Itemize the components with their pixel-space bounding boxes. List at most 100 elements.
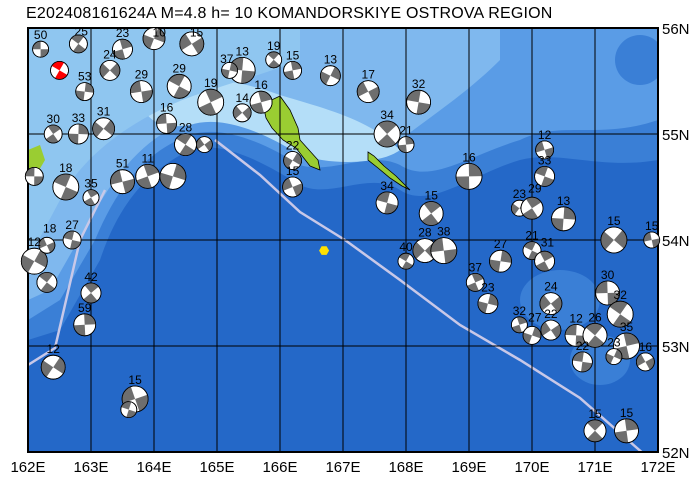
depth-label: 24 (103, 47, 117, 61)
focal-mechanism-beachball (197, 88, 225, 116)
focal-mechanism-beachball (73, 313, 97, 337)
lat-tick-label: 54N (662, 233, 690, 250)
focal-mechanism-beachball (511, 316, 528, 334)
focal-mechanism-beachball (80, 282, 102, 304)
focal-mechanism-beachball (92, 117, 115, 141)
depth-label: 22 (576, 339, 590, 353)
focal-mechanism-beachball (112, 38, 133, 60)
depth-label: 50 (34, 28, 48, 42)
focal-mechanism-beachball (522, 325, 542, 345)
focal-mechanism-beachball (551, 206, 576, 232)
depth-label: 15 (620, 406, 634, 420)
focal-mechanism-beachball (68, 123, 89, 145)
focal-mechanism-beachball (249, 90, 273, 114)
focal-mechanism-beachball (82, 189, 100, 207)
depth-label: 18 (43, 221, 57, 235)
depth-label: 33 (538, 153, 552, 167)
focal-mechanism-beachball (195, 136, 213, 154)
lon-tick-label: 171E (577, 459, 612, 476)
depth-label: 16 (160, 100, 174, 114)
depth-label: 51 (116, 157, 130, 171)
focal-mechanism-beachball (174, 133, 197, 157)
depth-label: 23 (513, 187, 527, 201)
depth-label: 12 (569, 311, 583, 325)
depth-label: 12 (47, 342, 61, 356)
depth-label: 34 (380, 179, 394, 193)
depth-label: 32 (614, 288, 628, 302)
depth-label: 30 (47, 112, 61, 126)
depth-label: 42 (84, 270, 98, 284)
focal-mechanism-beachball (600, 226, 628, 254)
depth-label: 15 (286, 48, 300, 62)
depth-label: 29 (173, 61, 187, 75)
depth-label: 59 (78, 301, 92, 315)
depth-label: 35 (620, 320, 634, 334)
focal-mechanism-beachball (430, 237, 458, 265)
depth-label: 22 (544, 307, 558, 321)
depth-label: 23 (607, 336, 621, 350)
focal-mechanism-beachball (120, 401, 138, 419)
lon-tick-label: 169E (451, 459, 486, 476)
depth-label: 28 (179, 121, 193, 135)
focal-mechanism-beachball (20, 247, 48, 275)
focal-mechanism-beachball (397, 252, 415, 270)
focal-mechanism-beachball (455, 162, 483, 190)
depth-label: 32 (412, 77, 426, 91)
focal-mechanism-beachball (156, 113, 178, 134)
focal-mechanism-beachball (166, 73, 192, 99)
focal-mechanism-beachball (110, 169, 135, 195)
focal-mechanism-beachball (606, 300, 634, 328)
depth-label: 35 (84, 177, 98, 191)
focal-mechanism-beachball (99, 60, 121, 81)
focal-mechanism-beachball (32, 40, 49, 58)
lon-tick-label: 165E (199, 459, 234, 476)
depth-label: 13 (324, 53, 338, 67)
depth-label: 40 (399, 240, 413, 254)
focal-mechanism-beachball (614, 418, 639, 444)
focal-mechanism-beachball (283, 61, 303, 80)
depth-label: 19 (267, 39, 281, 53)
highlighted-mechanism (50, 61, 69, 80)
depth-label: 15 (425, 189, 439, 203)
depth-label: 34 (380, 108, 394, 122)
focal-mechanism-beachball (643, 231, 661, 249)
lon-tick-label: 164E (136, 459, 171, 476)
focal-mechanism-beachball (221, 62, 239, 79)
trench-line-east (214, 139, 644, 452)
focal-mechanism-beachball (24, 166, 44, 186)
depth-label: 27 (528, 311, 542, 325)
lat-tick-label: 56N (662, 21, 690, 38)
lon-tick-label: 162E (10, 459, 45, 476)
depth-label: 37 (469, 260, 483, 274)
focal-mechanism-beachball (356, 80, 380, 103)
focal-mechanism-beachball (595, 280, 620, 306)
depth-label: 15 (607, 214, 621, 228)
depth-label: 31 (541, 235, 555, 249)
focal-mechanism-beachball (539, 292, 563, 316)
focal-mechanism-beachball (605, 348, 623, 366)
depth-label: 18 (59, 161, 73, 175)
axis-labels: 162E 163E 164E 165E 166E 167E 168E 169E 170E 171E… (10, 21, 689, 476)
focal-mechanism-beachball (373, 120, 401, 148)
focal-mechanism-beachball (534, 165, 555, 187)
depth-label: 27 (494, 237, 508, 251)
medny-island (367, 151, 411, 191)
focal-mechanism-beachball (636, 352, 655, 372)
depth-label: 14 (236, 91, 250, 105)
depth-label: 29 (528, 181, 542, 195)
depth-label: 31 (97, 105, 111, 119)
focal-mechanism-beachball (418, 201, 444, 226)
focal-mechanisms (20, 27, 661, 444)
lon-tick-label: 170E (514, 459, 549, 476)
depth-label: 11 (141, 151, 154, 165)
focal-mechanism-beachball (179, 31, 205, 57)
depth-label: 32 (513, 304, 527, 318)
depth-label: 23 (116, 26, 130, 40)
focal-mechanism-beachball (232, 103, 252, 123)
focal-mechanism-beachball (62, 230, 82, 250)
depth-label: 15 (128, 373, 142, 387)
grid (27, 27, 659, 453)
focal-mechanism-beachball (540, 319, 562, 341)
lat-tick-label: 53N (662, 339, 690, 356)
